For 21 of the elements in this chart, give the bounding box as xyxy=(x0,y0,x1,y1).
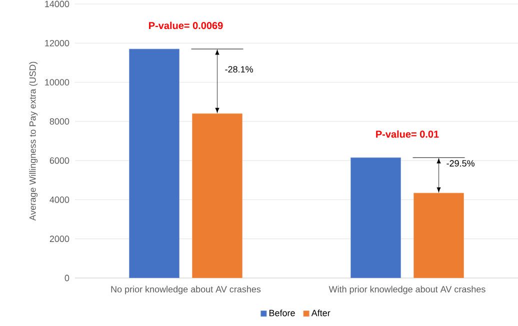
y-tick-label: 6000 xyxy=(50,157,70,164)
annotation: -29.5% xyxy=(446,160,474,167)
y-tick-label: 14000 xyxy=(45,0,70,8)
y-tick-label: 10000 xyxy=(45,79,70,86)
legend-label: Before xyxy=(269,310,295,316)
annotation: -28.1% xyxy=(225,66,253,72)
y-axis-title: Average Willingness to Pay extra (USD) xyxy=(29,62,38,221)
annotation: P-value= 0.01 xyxy=(376,130,439,138)
x-tick-label: With prior knowledge about AV crashes xyxy=(328,286,486,294)
y-tick-label: 4000 xyxy=(50,196,70,203)
bar xyxy=(350,157,401,278)
annotation: P-value= 0.0069 xyxy=(149,22,223,30)
bar xyxy=(129,48,180,278)
y-tick-label: 8000 xyxy=(50,118,70,125)
y-tick-label: 2000 xyxy=(50,236,70,242)
bar xyxy=(414,192,464,278)
legend-label: After xyxy=(311,310,330,316)
y-tick-label: 12000 xyxy=(45,40,70,46)
x-tick-label: No prior knowledge about AV crashes xyxy=(111,286,261,294)
bar xyxy=(192,113,242,278)
y-tick-label: 0 xyxy=(64,274,70,282)
